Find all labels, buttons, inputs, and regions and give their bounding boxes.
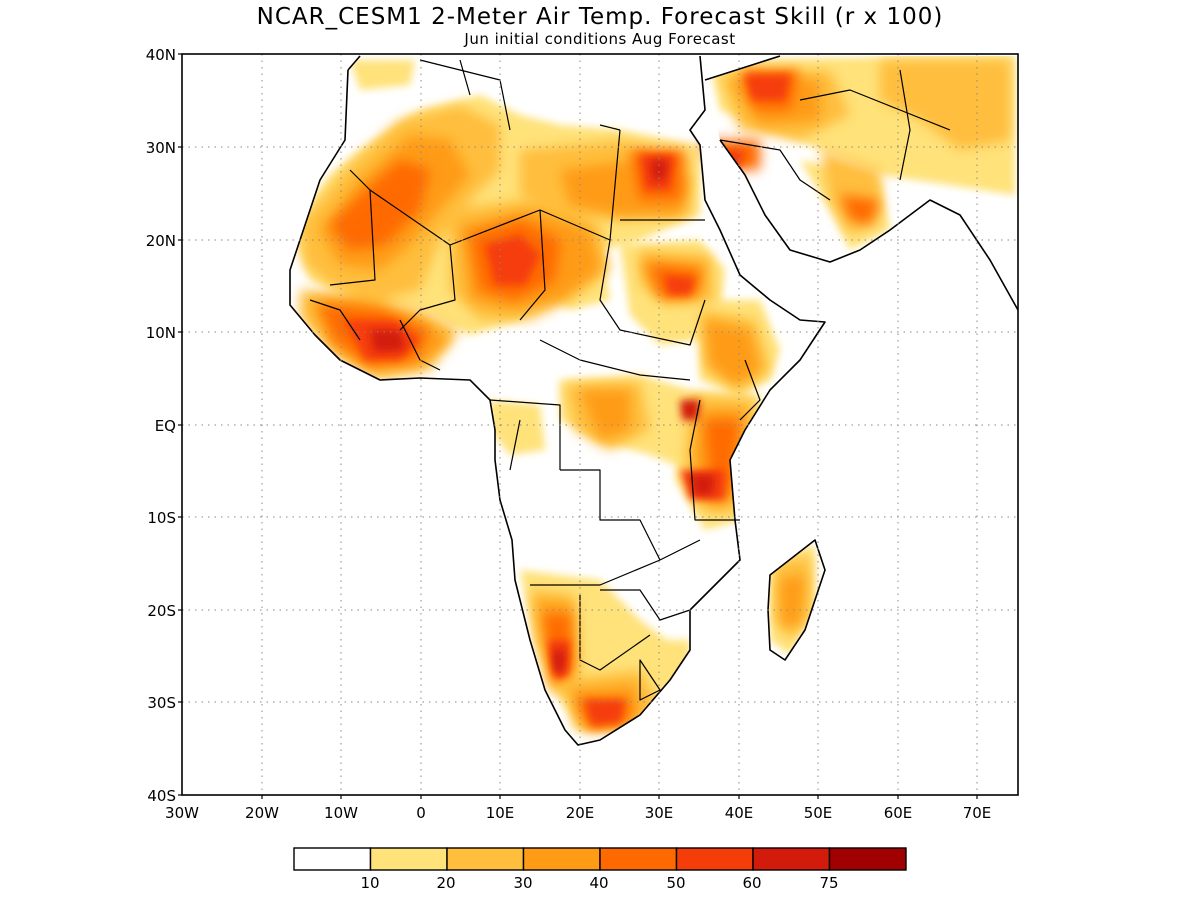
lon-label: 60E [884,804,913,822]
lon-label: 40E [725,804,754,822]
lon-ticks [261,795,978,799]
colorbar: 10 20 30 40 50 60 75 [293,847,907,892]
colorbar-swatch [752,847,831,871]
lat-label: 40S [147,787,176,805]
colorbar-label: 10 [360,874,379,892]
lon-label: 30E [645,804,674,822]
lon-label: 70E [963,804,992,822]
longitude-labels: 30W 20W 10W 0 10E 20E 30E 40E 50E 60E 70… [165,804,991,822]
lon-label: 0 [416,804,426,822]
colorbar-swatch [446,847,525,871]
colorbar-label: 40 [589,874,608,892]
colorbar-swatch [522,847,601,871]
colorbar-label: 30 [513,874,532,892]
colorbar-swatches [293,847,907,871]
lon-label: 50E [804,804,833,822]
gridlines [182,54,1018,795]
colorbar-swatch [675,847,754,871]
colorbar-label: 50 [666,874,685,892]
colorbar-swatch [828,847,907,871]
lat-label: 40N [146,46,176,64]
lat-label: 30S [147,694,176,712]
map-title: NCAR_CESM1 2-Meter Air Temp. Forecast Sk… [257,4,944,30]
lat-label: EQ [155,417,176,435]
lon-label: 30W [165,804,199,822]
lon-label: 10E [486,804,515,822]
map-subtitle: Jun initial conditions Aug Forecast [463,30,735,48]
colorbar-label: 75 [819,874,838,892]
colorbar-label: 20 [436,874,455,892]
lat-label: 30N [146,139,176,157]
colorbar-swatch [369,847,448,871]
colorbar-swatch [599,847,678,871]
lat-label: 10S [147,509,176,527]
lat-ticks [178,53,182,796]
map-plot-area [182,54,1018,795]
lon-label: 20E [566,804,595,822]
latitude-labels: 40N 30N 20N 10N EQ 10S 20S 30S 40S [146,46,176,805]
colorbar-swatch [293,847,372,871]
lon-label: 20W [245,804,279,822]
country-borders [309,59,951,701]
coastlines [289,55,1018,746]
lat-label: 10N [146,324,176,342]
lon-label: 10W [324,804,358,822]
colorbar-label: 60 [742,874,761,892]
lat-label: 20N [146,232,176,250]
lat-label: 20S [147,602,176,620]
colorbar-labels: 10 20 30 40 50 60 75 [360,874,838,892]
